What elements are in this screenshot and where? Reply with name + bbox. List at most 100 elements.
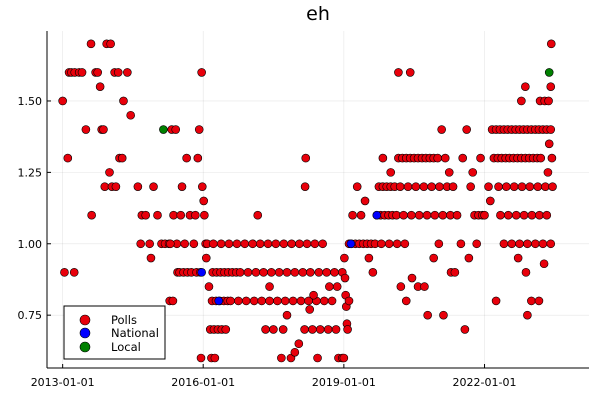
point-polls — [310, 239, 320, 249]
point-polls — [502, 182, 511, 191]
point-polls — [63, 153, 73, 163]
axes — [46, 31, 589, 369]
point-polls — [191, 210, 200, 220]
point-polls — [534, 296, 544, 306]
point-polls — [343, 325, 352, 334]
point-polls — [69, 268, 79, 277]
point-polls — [232, 239, 242, 249]
point-polls — [198, 182, 207, 191]
point-polls — [81, 125, 91, 134]
point-polls — [427, 182, 436, 191]
point-polls — [180, 239, 190, 249]
legend-marker-polls — [79, 314, 91, 326]
point-polls — [136, 239, 145, 249]
point-polls — [119, 96, 128, 106]
x-tick-label: 2016-01-01 — [171, 376, 235, 389]
point-polls — [348, 210, 357, 220]
point-polls — [541, 182, 550, 191]
x-tick-label: 2019-01-01 — [312, 376, 376, 389]
point-polls — [458, 153, 468, 163]
point-polls — [546, 39, 556, 49]
x-ticks: 2013-01-01 2016-01-01 2019-01-01 2022-01-01 — [31, 364, 516, 389]
point-polls — [525, 182, 535, 191]
point-polls — [331, 325, 341, 334]
point-polls — [395, 182, 405, 191]
point-polls — [298, 268, 308, 277]
point-polls — [527, 296, 536, 306]
point-polls — [177, 182, 187, 191]
point-polls — [201, 253, 211, 263]
point-polls — [243, 268, 253, 277]
point-polls — [106, 39, 115, 49]
point-national — [346, 239, 356, 249]
legend-label-national: National — [111, 326, 159, 340]
point-polls — [99, 125, 108, 134]
point-polls — [253, 210, 263, 220]
point-polls — [356, 210, 366, 220]
point-polls — [226, 296, 235, 306]
point-polls — [240, 239, 250, 249]
point-polls — [288, 296, 298, 306]
point-polls — [420, 282, 429, 291]
point-polls — [538, 239, 548, 249]
point-polls — [521, 82, 530, 91]
point-polls — [392, 239, 402, 249]
point-polls — [423, 310, 432, 320]
point-polls — [153, 210, 162, 220]
point-polls — [193, 153, 203, 163]
legend-marker-local — [79, 341, 91, 353]
point-polls — [407, 273, 417, 283]
point-polls — [105, 168, 114, 177]
point-polls — [452, 210, 462, 220]
y-tick-label: 1.50 — [18, 95, 43, 108]
point-polls — [290, 268, 300, 277]
y-tick-label: 1.00 — [18, 238, 43, 251]
point-polls — [314, 268, 324, 277]
point-polls — [513, 253, 523, 263]
point-polls — [536, 153, 546, 163]
point-polls — [422, 210, 432, 220]
point-polls — [430, 210, 440, 220]
point-polls — [277, 353, 286, 363]
point-polls — [503, 210, 513, 220]
point-polls — [523, 310, 532, 320]
point-polls — [261, 325, 270, 334]
point-polls — [319, 296, 329, 306]
point-local — [159, 125, 168, 134]
legend-label-local: Local — [111, 340, 141, 354]
point-polls — [456, 239, 466, 249]
point-polls — [460, 325, 470, 334]
point-polls — [547, 153, 557, 163]
point-polls — [265, 282, 274, 291]
point-polls — [271, 239, 281, 249]
series-national — [197, 210, 382, 306]
point-polls — [141, 210, 150, 220]
point-polls — [294, 339, 304, 349]
point-polls — [435, 182, 444, 191]
point-polls — [251, 268, 261, 277]
point-polls — [126, 110, 135, 120]
point-polls — [499, 239, 509, 249]
point-polls — [527, 210, 537, 220]
point-polls — [287, 239, 296, 249]
point-polls — [394, 68, 403, 77]
point-polls — [400, 239, 410, 249]
point-polls — [273, 296, 282, 306]
point-polls — [323, 325, 333, 334]
point-polls — [360, 196, 370, 206]
point-polls — [234, 296, 243, 306]
point-polls — [401, 296, 411, 306]
point-polls — [257, 296, 267, 306]
point-polls — [330, 268, 339, 277]
point-polls — [255, 239, 265, 249]
point-polls — [485, 196, 495, 206]
point-polls — [166, 239, 175, 249]
point-polls — [113, 68, 123, 77]
point-polls — [448, 182, 458, 191]
point-polls — [315, 325, 325, 334]
point-polls — [269, 325, 278, 334]
point-polls — [466, 182, 475, 191]
point-polls — [248, 239, 257, 249]
point-polls — [86, 39, 96, 49]
point-polls — [419, 182, 429, 191]
